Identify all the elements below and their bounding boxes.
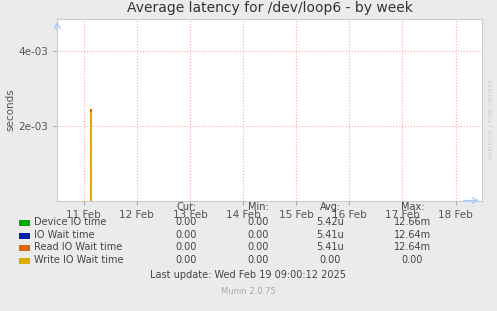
Text: 0.00: 0.00 [320,255,341,265]
Text: 0.00: 0.00 [402,255,423,265]
Text: 5.42u: 5.42u [317,217,344,227]
Text: Read IO Wait time: Read IO Wait time [34,242,122,252]
Text: 0.00: 0.00 [175,217,197,227]
Text: 5.41u: 5.41u [317,242,344,252]
Text: 0.00: 0.00 [248,242,269,252]
Text: 0.00: 0.00 [175,255,197,265]
Text: Avg:: Avg: [320,202,341,212]
Text: Cur:: Cur: [176,202,196,212]
Text: 0.00: 0.00 [175,242,197,252]
Text: Munin 2.0.75: Munin 2.0.75 [221,287,276,296]
Text: RRDTOOL / TOBI OETIKER: RRDTOOL / TOBI OETIKER [489,78,494,159]
Text: IO Wait time: IO Wait time [34,230,94,240]
Text: 0.00: 0.00 [175,230,197,240]
Text: 0.00: 0.00 [248,255,269,265]
Text: 0.00: 0.00 [248,217,269,227]
Text: Max:: Max: [401,202,424,212]
Text: 12.64m: 12.64m [394,242,431,252]
Text: Device IO time: Device IO time [34,217,106,227]
Text: Min:: Min: [248,202,269,212]
Text: Write IO Wait time: Write IO Wait time [34,255,123,265]
Text: Last update: Wed Feb 19 09:00:12 2025: Last update: Wed Feb 19 09:00:12 2025 [151,270,346,280]
Title: Average latency for /dev/loop6 - by week: Average latency for /dev/loop6 - by week [127,1,413,15]
Text: 12.64m: 12.64m [394,230,431,240]
Y-axis label: seconds: seconds [5,88,15,131]
Text: 5.41u: 5.41u [317,230,344,240]
Text: 12.66m: 12.66m [394,217,431,227]
Text: 0.00: 0.00 [248,230,269,240]
